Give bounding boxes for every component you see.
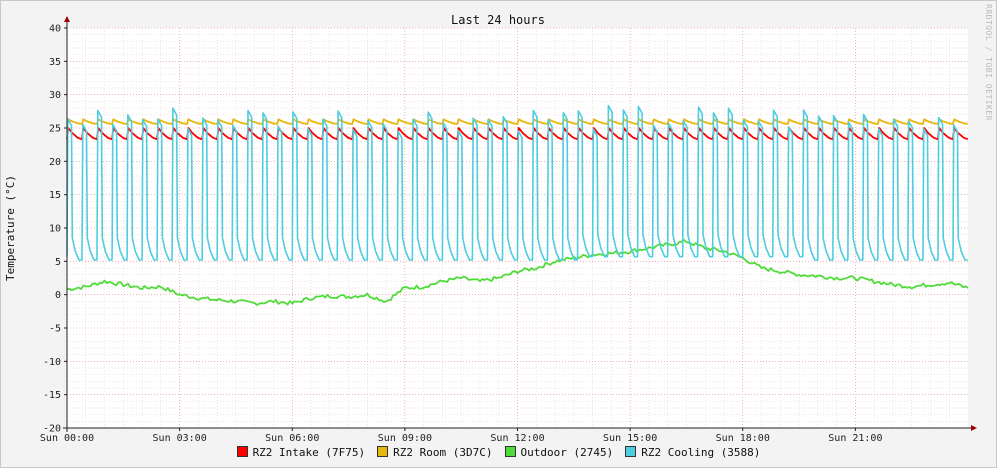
legend-item: RZ2 Cooling (3588) (625, 446, 760, 459)
series-line-3 (66, 104, 968, 261)
legend-label: RZ2 Intake (7F75) (252, 446, 366, 459)
y-tick-label: 30 (49, 90, 61, 101)
x-tick-label: Sun 21:00 (828, 433, 882, 444)
y-tick-label: 10 (49, 224, 61, 235)
x-tick-label: Sun 06:00 (265, 433, 319, 444)
y-axis-arrow (64, 16, 70, 22)
x-tick-label: Sun 15:00 (603, 433, 657, 444)
y-tick-label: -15 (43, 390, 61, 401)
y-axis-label: Temperature (°C) (4, 175, 17, 281)
axes (63, 16, 977, 432)
series-line-2 (66, 239, 969, 306)
x-tick-label: Sun 03:00 (153, 433, 207, 444)
y-tick-label: -10 (43, 357, 61, 368)
y-tick-label: 15 (49, 190, 61, 201)
legend-label: RZ2 Room (3D7C) (393, 446, 493, 459)
chart-title: Last 24 hours (451, 13, 545, 27)
legend-item: Outdoor (2745) (504, 446, 614, 459)
legend-swatch (377, 446, 389, 457)
x-axis-arrow (971, 425, 977, 431)
legend-swatch (625, 446, 637, 457)
y-tick-label: 35 (49, 57, 61, 68)
series-layer (66, 104, 969, 306)
legend-label: Outdoor (2745) (520, 446, 614, 459)
legend-swatch (504, 446, 516, 457)
x-tick-label: Sun 00:00 (40, 433, 94, 444)
x-tick-label: Sun 09:00 (378, 433, 432, 444)
legend-label: RZ2 Cooling (3588) (641, 446, 761, 459)
x-tick-label: Sun 12:00 (490, 433, 544, 444)
y-tick-label: 5 (55, 257, 61, 268)
temperature-chart: Last 24 hours Temperature (°C) RRDTOOL /… (4, 4, 993, 445)
legend: RZ2 Intake (7F75) RZ2 Room (3D7C) Outdoor … (0, 446, 997, 459)
rrdtool-watermark: RRDTOOL / TOBI OETIKER (984, 4, 993, 121)
y-tick-label: 0 (55, 290, 61, 301)
y-tick-label: -5 (49, 324, 61, 335)
legend-item: RZ2 Room (3D7C) (377, 446, 493, 459)
y-tick-label: 40 (49, 24, 61, 35)
y-tick-label: 25 (49, 124, 61, 135)
legend-item: RZ2 Intake (7F75) (236, 446, 366, 459)
y-tick-label: 20 (49, 157, 61, 168)
x-tick-label: Sun 18:00 (716, 433, 770, 444)
legend-swatch (236, 446, 248, 457)
y-tick-label: -20 (43, 424, 61, 435)
